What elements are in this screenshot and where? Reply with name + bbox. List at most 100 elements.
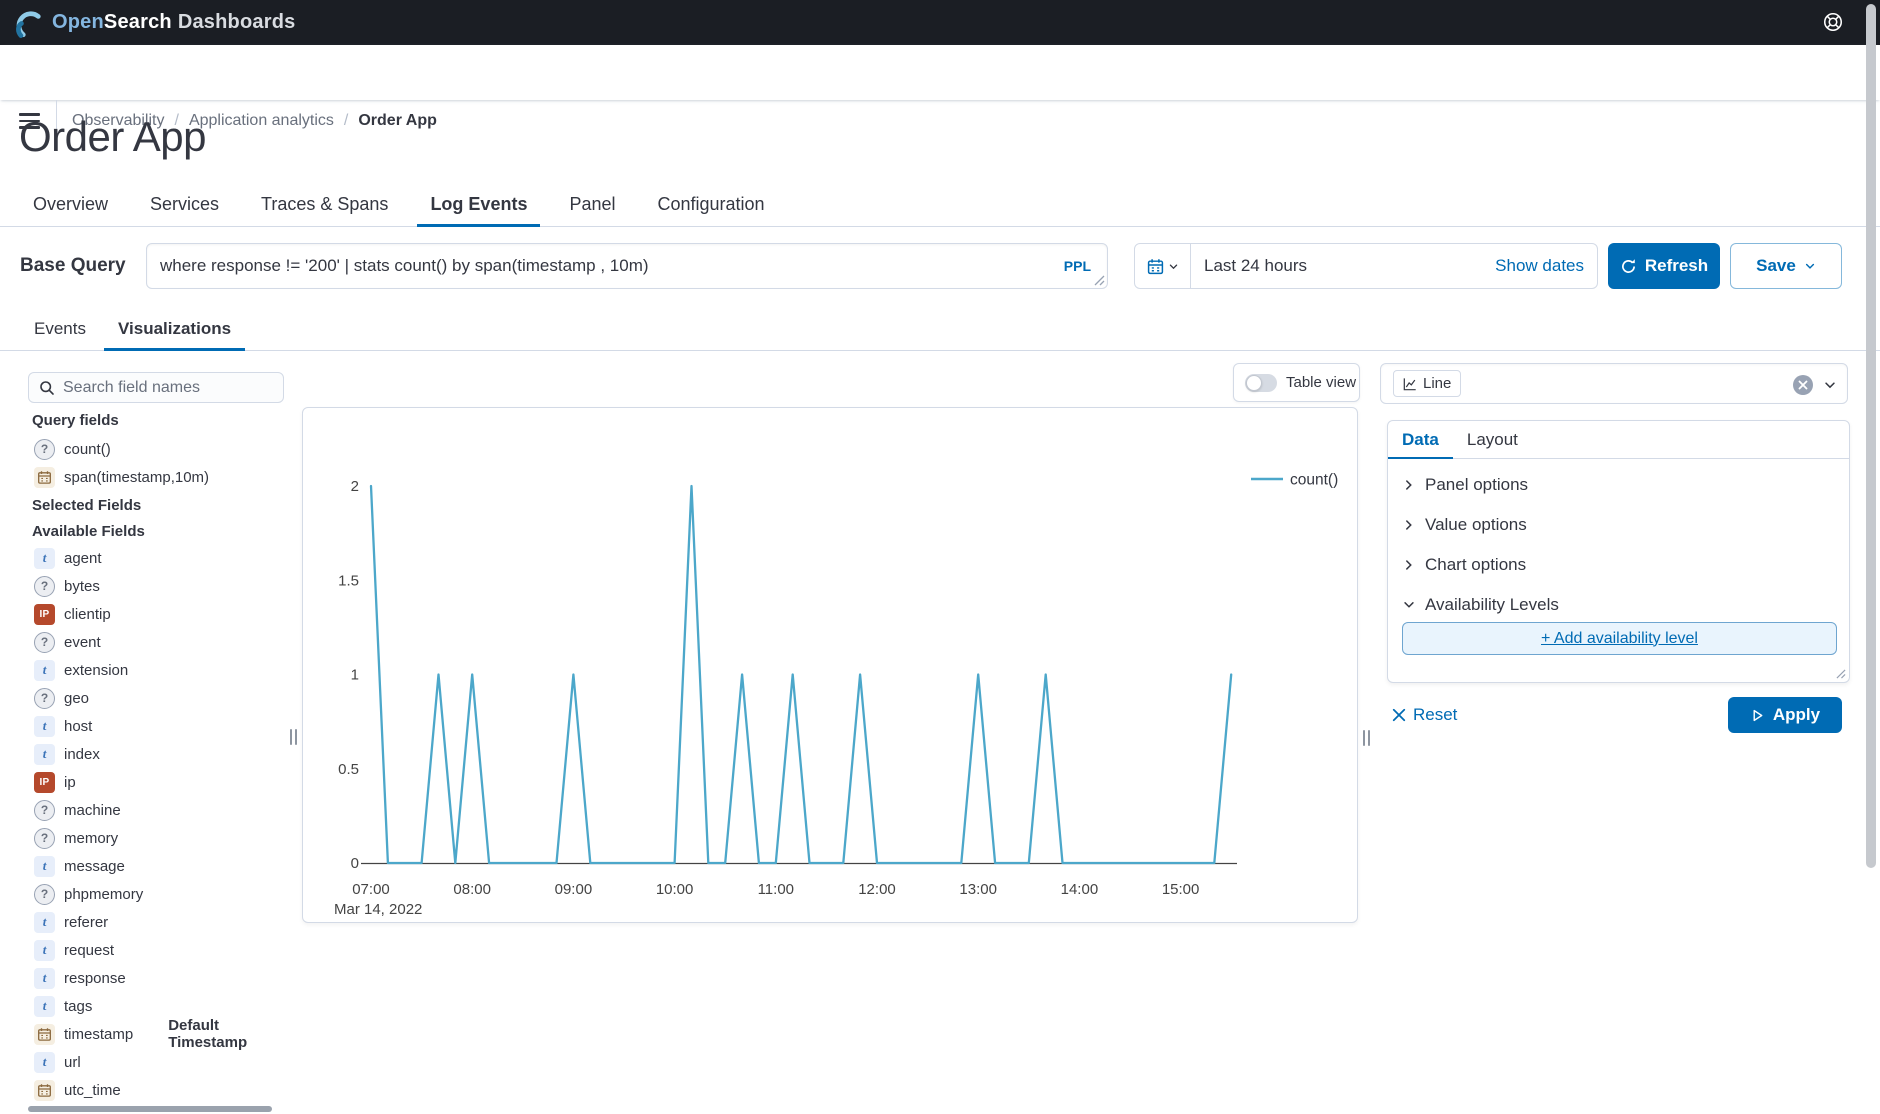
breadcrumb-item: Order App [358,112,437,129]
breadcrumb-item[interactable]: Application analytics [188,112,334,129]
field-label: span(timestamp,10m) [64,468,210,486]
subtab-events[interactable]: Events [34,319,86,338]
tab-overview[interactable]: Overview [33,193,109,214]
field-search-input[interactable]: Search field names [28,372,284,403]
accordion-panel-options[interactable]: Panel options [1388,465,1849,505]
reset-button[interactable]: Reset [1392,705,1457,725]
chevron-down-icon[interactable] [1823,378,1837,392]
calendar-icon [1147,258,1163,274]
sidebar-horizontal-scrollbar[interactable] [28,1106,272,1112]
right-panel-resize-handle[interactable] [1360,730,1372,746]
field-item-message[interactable]: t message [28,852,284,880]
field-item-bytes[interactable]: ? bytes [28,572,284,600]
field-label: extension [64,661,129,679]
field-item-event[interactable]: ? event [28,628,284,656]
textarea-resize-icon[interactable] [1094,275,1105,286]
field-item-response[interactable]: t response [28,964,284,992]
tab-log-events[interactable]: Log Events [417,182,541,227]
accordion-chart-options[interactable]: Chart options [1388,545,1849,585]
opensearch-logo-icon [16,10,41,38]
string-type-icon: t [34,715,55,737]
tab-configuration[interactable]: Configuration [657,193,765,214]
available-fields-header: Available Fields [32,523,145,540]
tab-services[interactable]: Services [150,193,220,214]
field-label: clientip [64,605,111,623]
tab-traces-spans[interactable]: Traces & Spans [261,193,389,214]
vertical-scrollbar[interactable] [1866,4,1876,868]
field-item-memory[interactable]: ? memory [28,824,284,852]
unknown-type-icon: ? [34,631,55,653]
string-type-icon: t [34,855,55,877]
time-range-value[interactable]: Last 24 hours [1204,256,1308,275]
brand-text: OpenSearch Dashboards [52,11,295,34]
field-item-url[interactable]: t url [28,1048,284,1076]
config-tab-data[interactable]: Data [1388,421,1453,459]
clear-selection-icon[interactable] [1793,375,1813,395]
x-tick-label: 13:00 [959,881,997,898]
field-item-referer[interactable]: t referer [28,908,284,936]
field-item-ip[interactable]: IP ip [28,768,284,796]
field-item-request[interactable]: t request [28,936,284,964]
refresh-button[interactable]: Refresh [1608,243,1720,289]
field-item-agent[interactable]: t agent [28,544,284,572]
field-label: count() [64,440,111,458]
help-icon[interactable] [1822,11,1844,33]
breadcrumb-divider [56,100,57,136]
query-fields-header: Query fields [32,412,119,429]
menu-icon[interactable] [19,113,40,129]
field-item-phpmemory[interactable]: ? phpmemory [28,880,284,908]
available-fields-list: t agent? bytes IP clientip? event t extension? g… [28,544,284,1104]
y-tick-label: 1.5 [338,572,359,589]
field-item-timestamp[interactable]: timestamp Default Timestamp [28,1017,284,1051]
y-tick-label: 1 [351,667,359,684]
chevron-down-icon [1805,263,1814,269]
config-panel: Data Layout Panel options Value options Cha… [1387,420,1850,683]
base-query-label: Base Query [20,255,126,276]
field-item-tags[interactable]: t tags [28,992,284,1020]
field-item-utc_time[interactable]: utc_time [28,1076,284,1104]
unknown-type-icon: ? [34,575,55,597]
field-label: host [64,717,93,735]
accordion-value-options[interactable]: Value options [1388,505,1849,545]
calendar-dropdown-button[interactable] [1135,244,1191,288]
subtab-visualizations[interactable]: Visualizations [103,308,246,351]
string-type-icon: t [34,967,55,989]
legend-label[interactable]: count() [1290,472,1338,489]
save-button[interactable]: Save [1730,243,1842,289]
brand-search: Search [103,11,172,33]
field-item-clientip[interactable]: IP clientip [28,600,284,628]
breadcrumb-bar: Observability / Application analytics / Orde… [0,45,1880,136]
show-dates-link[interactable]: Show dates [1495,256,1584,275]
panel-resize-icon[interactable] [1836,669,1846,679]
field-item-machine[interactable]: ? machine [28,796,284,824]
string-type-icon: t [34,939,55,961]
refresh-icon [1621,258,1635,273]
field-item-geo[interactable]: ? geo [28,684,284,712]
field-item-index[interactable]: t index [28,740,284,768]
breadcrumb-item[interactable]: Observability [72,112,165,129]
field-label: tags [64,997,93,1015]
query-input[interactable]: where response != '200' | stats count() … [146,243,1108,289]
calendar-icon [34,1079,55,1101]
count-series-line [369,484,1233,865]
accordion-list: Panel options Value options Chart options A… [1388,459,1849,625]
table-view-toggle[interactable] [1245,373,1277,392]
field-label: memory [64,829,119,847]
field-item-host[interactable]: t host [28,712,284,740]
field-item-span-timestamp-10m-[interactable]: span(timestamp,10m) [28,463,284,491]
x-tick-label: 10:00 [656,881,694,898]
field-item-count-[interactable]: ? count() [28,435,284,463]
viz-type-combo[interactable]: Line [1380,363,1848,404]
y-tick-label: 0.5 [338,761,359,778]
config-tab-layout[interactable]: Layout [1466,429,1518,449]
field-label: bytes [64,577,100,595]
accordion-availability-levels[interactable]: Availability Levels [1388,585,1849,625]
ppl-link[interactable]: PPL [1063,258,1091,274]
tab-panel[interactable]: Panel [569,193,616,214]
apply-button[interactable]: Apply [1728,697,1842,733]
field-label: timestamp [64,1025,134,1043]
field-item-extension[interactable]: t extension [28,656,284,684]
add-availability-level-button[interactable]: + Add availability level [1402,622,1837,655]
left-panel-resize-handle[interactable] [287,729,299,745]
unknown-type-icon: ? [34,827,55,849]
